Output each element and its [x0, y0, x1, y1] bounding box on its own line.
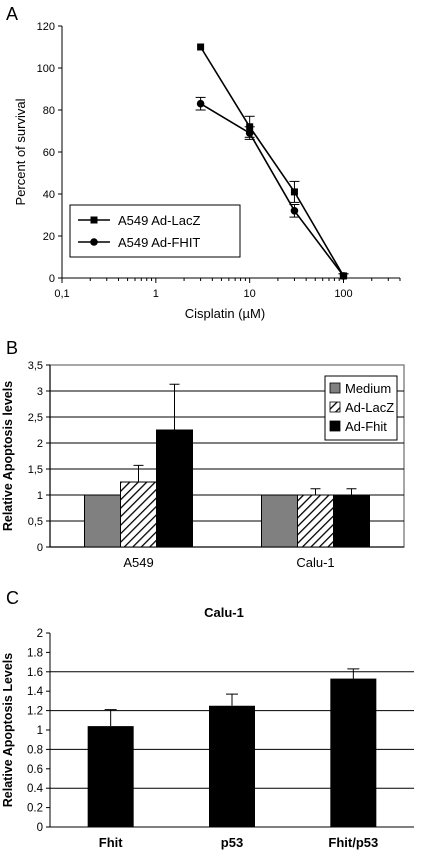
y-tick-label: 1.8 — [27, 647, 43, 659]
x-axis-label: Cisplatin (µM) — [185, 306, 265, 321]
y-tick-label: 2,5 — [28, 412, 43, 424]
panel-label-a: A — [6, 4, 18, 24]
y-tick-label: 0 — [49, 273, 55, 285]
y-tick-label: 1.4 — [27, 686, 44, 698]
y-axis-label: Relative Apoptosis Levels — [1, 653, 15, 807]
bar — [84, 494, 121, 548]
legend-label: A549 Ad-LacZ — [118, 213, 200, 228]
data-point-square — [197, 43, 205, 51]
category-label: Calu-1 — [296, 555, 334, 570]
y-tick-label: 0.8 — [27, 744, 43, 756]
chart-title: Calu-1 — [204, 605, 244, 620]
data-point-square — [290, 188, 298, 196]
y-tick-label: 1 — [37, 725, 43, 737]
legend-label: A549 Ad-FHIT — [118, 235, 200, 250]
data-point-circle — [339, 272, 348, 280]
panel-label-c: C — [6, 588, 19, 608]
y-tick-label: 3,5 — [28, 360, 43, 372]
x-tick-label: 1 — [153, 288, 159, 300]
series-line — [199, 46, 345, 277]
y-tick-label: 1.6 — [27, 667, 43, 679]
bar — [330, 678, 377, 827]
y-tick-label: 100 — [37, 63, 55, 75]
y-axis-label: Percent of survival — [13, 98, 28, 205]
apoptosis-bar-chart-b: 0 0,5 1 1,5 2 2,5 3 3,5 A549 Calu-1 Relative Apopt… — [1, 360, 405, 570]
y-tick-label: 2 — [37, 438, 43, 450]
data-point-circle — [245, 129, 254, 137]
legend-label: Ad-LacZ — [345, 400, 394, 415]
bar — [333, 494, 370, 548]
survival-line-chart: 0 20 40 60 80 100 120 0,1 1 10 100 Cisplatin (µM) Pe… — [13, 21, 401, 321]
y-tick-label: 120 — [37, 21, 55, 33]
legend-swatch — [329, 401, 341, 413]
data-point-circle — [290, 207, 299, 215]
y-axis-label: Relative Apoptosis levels — [1, 381, 15, 531]
legend-marker-square — [90, 216, 98, 224]
y-tick-label: 1.2 — [27, 706, 43, 718]
x-tick-label: 0,1 — [54, 288, 69, 300]
legend-box — [69, 204, 241, 258]
y-tick-label: 0 — [37, 542, 43, 554]
y-tick-label: 0.4 — [27, 783, 44, 795]
bar — [156, 429, 193, 548]
category-label: Fhit/p53 — [328, 835, 378, 850]
y-tick-label: 0,5 — [28, 516, 43, 528]
y-tick-label: 0.2 — [27, 803, 43, 815]
legend-label: Medium — [345, 381, 391, 396]
x-tick-label: 100 — [334, 288, 352, 300]
y-tick-label: 1,5 — [28, 464, 43, 476]
y-tick-label: 40 — [43, 189, 55, 201]
category-label: Fhit — [99, 835, 123, 850]
legend-label: Ad-Fhit — [345, 419, 387, 434]
legend-marker-circle — [90, 238, 98, 246]
category-label: p53 — [221, 835, 243, 850]
y-tick-label: 20 — [43, 231, 55, 243]
y-tick-label: 80 — [43, 105, 55, 117]
legend-swatch — [329, 420, 341, 432]
bar — [87, 726, 134, 827]
y-tick-label: 0 — [37, 822, 43, 834]
bar — [261, 494, 298, 548]
y-tick-label: 3 — [37, 386, 43, 398]
bar — [209, 705, 255, 827]
data-point-circle — [196, 99, 205, 108]
series-line — [200, 103, 345, 277]
apoptosis-bar-chart-c: Calu-1 0 0.2 0.4 0.6 0.8 1 1.2 1.4 1.6 1.8 2 Fhit p53… — [1, 605, 414, 850]
legend-swatch — [329, 382, 341, 394]
y-tick-label: 60 — [43, 147, 55, 159]
x-tick-label: 10 — [244, 288, 256, 300]
bar — [297, 494, 334, 548]
category-label: A549 — [123, 555, 153, 570]
panel-label-b: B — [6, 338, 18, 358]
y-tick-label: 2 — [37, 628, 43, 640]
bar — [120, 481, 157, 548]
y-tick-label: 1 — [37, 490, 43, 502]
y-tick-label: 0.6 — [27, 764, 43, 776]
